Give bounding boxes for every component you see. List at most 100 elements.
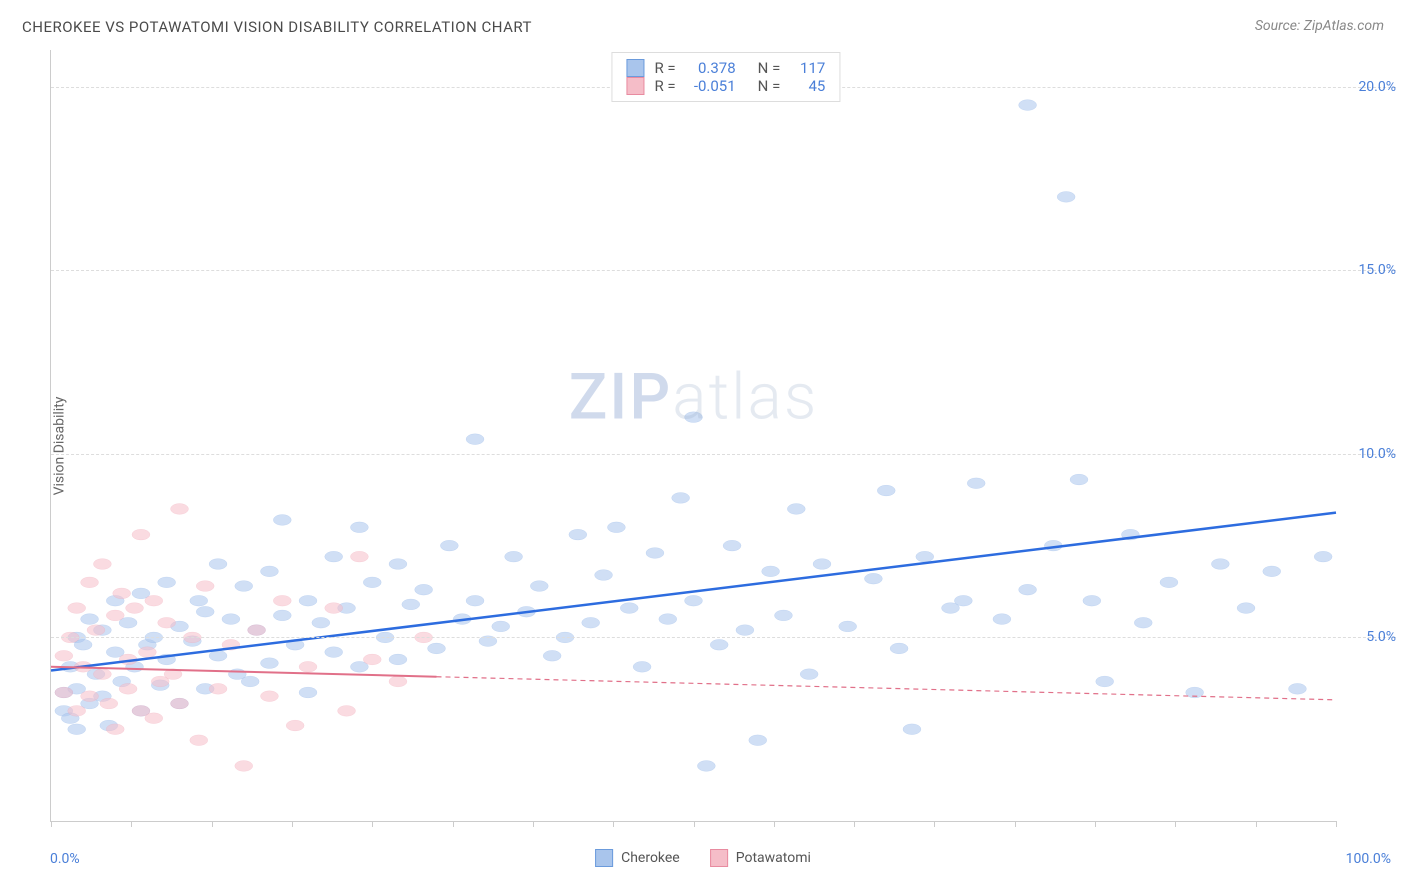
scatter-point (286, 720, 304, 731)
scatter-point (87, 625, 105, 636)
x-tick (613, 821, 614, 827)
x-axis-min-label: 0.0% (50, 851, 80, 867)
legend-label: Potawatomi (736, 850, 811, 866)
scatter-point (299, 687, 317, 698)
stats-row: R =-0.051N =45 (626, 77, 825, 95)
legend-label: Cherokee (621, 850, 680, 866)
scatter-point (1019, 584, 1037, 595)
scatter-point (505, 551, 523, 562)
r-label: R = (654, 77, 675, 95)
scatter-point (1083, 595, 1101, 606)
scatter-point (190, 595, 208, 606)
scatter-point (582, 617, 600, 628)
scatter-point (363, 577, 381, 588)
scatter-point (145, 713, 163, 724)
stats-row: R =0.378N =117 (626, 59, 825, 77)
x-tick (1095, 821, 1096, 827)
scatter-point (299, 661, 317, 672)
legend-swatch (595, 849, 613, 867)
scatter-point (428, 643, 446, 654)
scatter-point (241, 676, 259, 687)
scatter-point (325, 551, 343, 562)
scatter-point (466, 595, 484, 606)
scatter-point (196, 606, 214, 617)
gridline (51, 270, 1396, 271)
scatter-point (260, 566, 278, 577)
scatter-point (81, 614, 99, 625)
x-tick (372, 821, 373, 827)
x-tick (131, 821, 132, 827)
scatter-point (595, 570, 613, 581)
n-label: N = (758, 59, 781, 77)
scatter-point (685, 412, 703, 423)
scatter-point (389, 559, 407, 570)
scatter-point (93, 559, 111, 570)
source-label: Source: ZipAtlas.com (1255, 18, 1384, 34)
scatter-point (813, 559, 831, 570)
x-tick (533, 821, 534, 827)
scatter-point (209, 559, 227, 570)
scatter-point (260, 691, 278, 702)
n-value: 117 (790, 59, 825, 77)
scatter-point (68, 603, 86, 614)
legend-swatch (626, 59, 644, 77)
scatter-point (877, 485, 895, 496)
scatter-point (209, 683, 227, 694)
x-tick (1015, 821, 1016, 827)
x-tick (1256, 821, 1257, 827)
scatter-point (158, 577, 176, 588)
series-legend: Cherokee Potawatomi (595, 849, 811, 867)
scatter-point (273, 515, 291, 526)
x-tick (1175, 821, 1176, 827)
scatter-point (607, 522, 625, 533)
scatter-point (954, 595, 972, 606)
scatter-point (81, 691, 99, 702)
scatter-point (113, 588, 131, 599)
scatter-point (389, 654, 407, 665)
scatter-point (119, 683, 137, 694)
x-axis-max-label: 100.0% (1346, 851, 1391, 867)
scatter-point (659, 614, 677, 625)
scatter-point (273, 610, 291, 621)
scatter-point (350, 551, 368, 562)
x-tick (694, 821, 695, 827)
x-tick (854, 821, 855, 827)
scatter-point (1019, 100, 1037, 111)
scatter-point (100, 698, 118, 709)
y-tick-label: 10.0% (1358, 446, 1396, 462)
scatter-point (774, 610, 792, 621)
plot-area: ZIPatlas 5.0%10.0%15.0%20.0% (50, 50, 1336, 822)
scatter-point (138, 647, 156, 658)
scatter-point (685, 595, 703, 606)
scatter-point (132, 529, 150, 540)
scatter-point (543, 650, 561, 661)
scatter-point (93, 669, 111, 680)
scatter-point (273, 595, 291, 606)
scatter-point (620, 603, 638, 614)
r-value: -0.051 (686, 77, 736, 95)
scatter-point (81, 577, 99, 588)
y-tick-label: 15.0% (1358, 262, 1396, 278)
scatter-point (248, 625, 266, 636)
scatter-point (235, 761, 253, 772)
r-value: 0.378 (686, 59, 736, 77)
scatter-point (235, 581, 253, 592)
scatter-point (106, 724, 124, 735)
scatter-point (312, 617, 330, 628)
scatter-point (145, 595, 163, 606)
scatter-point (800, 669, 818, 680)
scatter-point (864, 573, 882, 584)
x-tick (292, 821, 293, 827)
scatter-point (171, 698, 189, 709)
scatter-point (190, 735, 208, 746)
scatter-point (736, 625, 754, 636)
scatter-point (697, 761, 715, 772)
scatter-point (299, 595, 317, 606)
scatter-point (1263, 566, 1281, 577)
legend-item: Cherokee (595, 849, 680, 867)
scatter-point (350, 522, 368, 533)
scatter-point (1211, 559, 1229, 570)
scatter-point (440, 540, 458, 551)
scatter-point (389, 676, 407, 687)
scatter-point (762, 566, 780, 577)
